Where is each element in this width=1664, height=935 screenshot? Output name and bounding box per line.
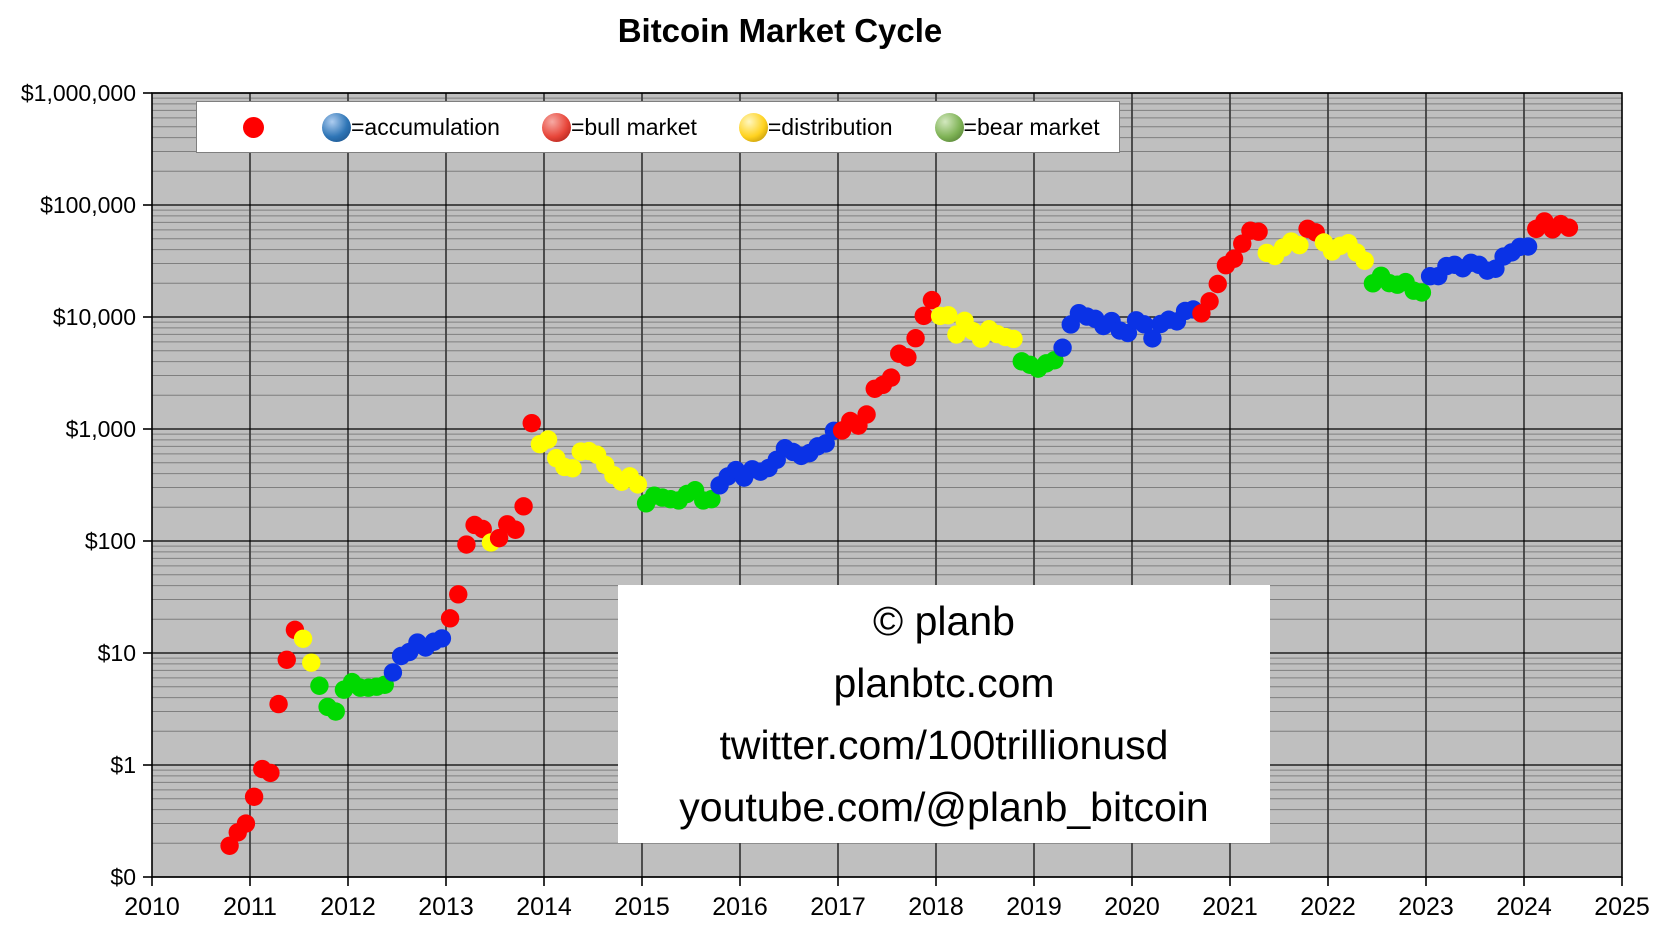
data-point bbox=[857, 405, 876, 424]
legend-label: =bull market bbox=[570, 113, 697, 140]
data-point bbox=[922, 290, 942, 310]
data-point bbox=[514, 497, 533, 516]
watermark-box: © planb planbtc.com twitter.com/100trill… bbox=[618, 585, 1270, 843]
svg-text:$10: $10 bbox=[98, 640, 136, 666]
data-point bbox=[1290, 235, 1309, 255]
svg-text:2016: 2016 bbox=[712, 893, 768, 921]
data-point bbox=[506, 520, 525, 539]
svg-text:2024: 2024 bbox=[1496, 893, 1552, 921]
data-point bbox=[440, 609, 460, 628]
svg-text:2015: 2015 bbox=[614, 893, 670, 921]
data-point bbox=[1053, 338, 1072, 357]
data-point bbox=[383, 663, 403, 682]
data-point bbox=[277, 650, 296, 669]
data-point bbox=[236, 814, 256, 833]
legend-item-bull-market: =bull market bbox=[541, 112, 697, 142]
data-point bbox=[473, 519, 492, 539]
legend-label: =distribution bbox=[767, 113, 893, 140]
watermark-line: planbtc.com bbox=[833, 660, 1055, 706]
svg-text:2013: 2013 bbox=[418, 893, 474, 921]
legend-item-distribution: =distribution bbox=[738, 112, 893, 142]
data-point bbox=[1135, 315, 1154, 334]
data-point bbox=[881, 368, 901, 387]
data-point bbox=[522, 413, 541, 433]
bear-market-marker-icon bbox=[934, 112, 964, 142]
legend-box: =accumulation =bull market =distribution… bbox=[196, 101, 1120, 153]
data-point bbox=[1004, 329, 1023, 349]
svg-text:2017: 2017 bbox=[810, 893, 866, 921]
svg-text:$1: $1 bbox=[110, 752, 136, 778]
data-point bbox=[1200, 292, 1219, 311]
data-point bbox=[432, 629, 452, 648]
svg-text:$0: $0 bbox=[110, 864, 136, 890]
data-point bbox=[906, 328, 925, 348]
data-point bbox=[1249, 222, 1268, 241]
data-point bbox=[449, 585, 468, 604]
svg-text:2014: 2014 bbox=[516, 893, 572, 921]
data-point bbox=[1518, 237, 1538, 256]
axis-ticks bbox=[143, 92, 1623, 886]
svg-text:$1,000: $1,000 bbox=[66, 416, 136, 442]
data-point bbox=[1143, 329, 1162, 348]
distribution-marker-icon bbox=[738, 112, 768, 142]
data-point bbox=[489, 528, 509, 548]
svg-text:2010: 2010 bbox=[124, 893, 180, 921]
page-title: Bitcoin Market Cycle bbox=[617, 12, 943, 49]
data-point bbox=[269, 694, 288, 714]
data-point bbox=[220, 836, 239, 855]
svg-text:2023: 2023 bbox=[1398, 893, 1454, 921]
data-point bbox=[261, 763, 280, 783]
legend-label: =bear market bbox=[963, 113, 1100, 140]
data-point bbox=[628, 475, 648, 494]
data-point bbox=[939, 306, 958, 325]
legend-item-bear-market: =bear market bbox=[934, 112, 1100, 142]
data-point bbox=[898, 348, 917, 367]
svg-text:$100,000: $100,000 bbox=[40, 192, 136, 218]
data-points bbox=[220, 212, 1579, 855]
current-price-marker-icon bbox=[243, 116, 264, 138]
svg-text:2011: 2011 bbox=[223, 893, 277, 921]
data-point bbox=[1208, 274, 1227, 294]
svg-text:2025: 2025 bbox=[1594, 893, 1650, 921]
accumulation-marker-icon bbox=[322, 112, 351, 142]
legend-item-accumulation: =accumulation bbox=[322, 112, 500, 142]
watermark-line: youtube.com/@planb_bitcoin bbox=[679, 784, 1209, 830]
data-point bbox=[563, 459, 582, 478]
svg-text:2019: 2019 bbox=[1006, 893, 1062, 921]
data-point bbox=[457, 535, 476, 554]
data-point bbox=[1224, 249, 1244, 268]
data-point bbox=[1559, 218, 1579, 237]
data-point bbox=[326, 702, 345, 721]
svg-text:2020: 2020 bbox=[1104, 893, 1160, 921]
data-point bbox=[310, 676, 329, 695]
x-axis-labels: 2010 2011 2012 2013 2014 2015 2016 2017 2018 2019… bbox=[124, 893, 1650, 921]
data-point bbox=[538, 430, 558, 449]
bull-market-marker-icon bbox=[541, 112, 571, 142]
data-point bbox=[302, 653, 321, 672]
data-point bbox=[702, 490, 721, 509]
svg-text:2012: 2012 bbox=[320, 893, 376, 921]
plot-border bbox=[151, 92, 1623, 878]
svg-text:$10,000: $10,000 bbox=[53, 304, 136, 330]
svg-text:2022: 2022 bbox=[1300, 893, 1356, 921]
svg-text:2018: 2018 bbox=[908, 893, 964, 921]
data-point bbox=[914, 306, 933, 326]
y-axis-labels: $0 $1 $10 $100 $1,000 $10,000 $100,000 $1,000,0… bbox=[21, 80, 136, 890]
data-point bbox=[293, 629, 313, 648]
watermark-line: twitter.com/100trillionusd bbox=[719, 722, 1169, 768]
data-point bbox=[1355, 251, 1374, 270]
svg-text:2021: 2021 bbox=[1202, 893, 1258, 921]
svg-text:$1,000,000: $1,000,000 bbox=[21, 80, 136, 106]
svg-text:$100: $100 bbox=[85, 528, 136, 554]
legend-label: =accumulation bbox=[351, 113, 500, 140]
watermark-line: © planb bbox=[873, 598, 1015, 644]
data-point bbox=[947, 325, 966, 344]
data-point bbox=[1412, 283, 1432, 302]
data-point bbox=[244, 787, 264, 807]
